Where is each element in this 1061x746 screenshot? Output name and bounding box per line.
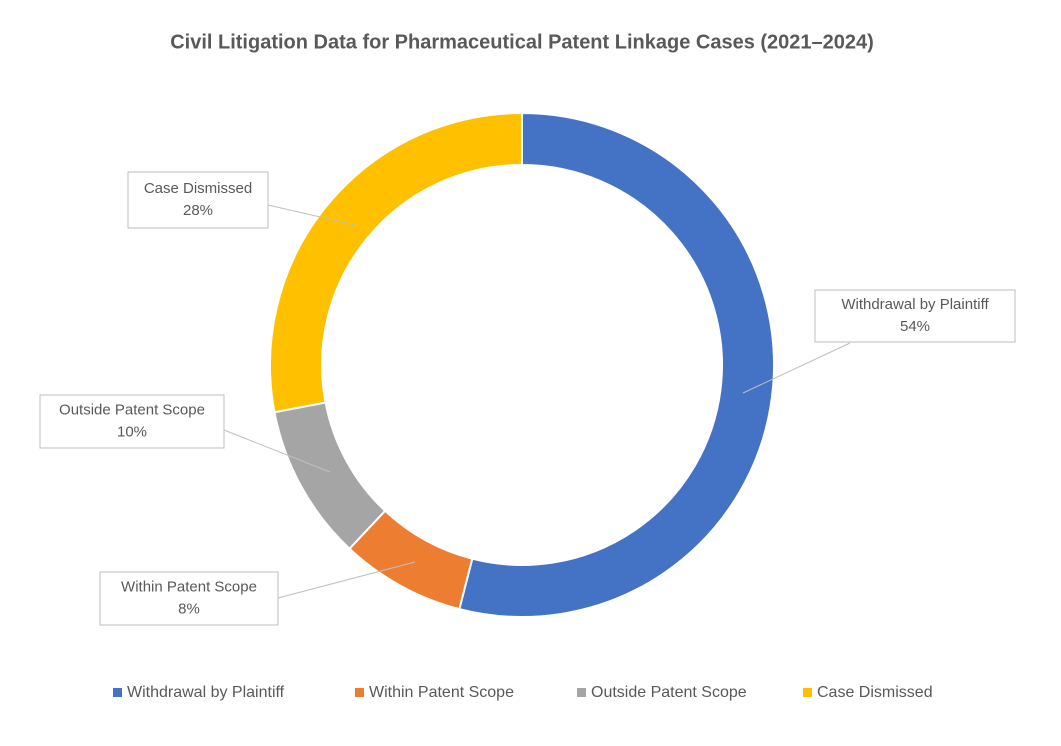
- label-value: 54%: [900, 318, 930, 335]
- donut-segment: [274, 402, 385, 548]
- legend-label: Within Patent Scope: [369, 684, 514, 701]
- legend-label: Outside Patent Scope: [591, 684, 747, 701]
- label-category: Outside Patent Scope: [59, 401, 205, 418]
- label-value: 10%: [117, 423, 147, 440]
- legend-marker: [355, 688, 364, 697]
- legend-label: Case Dismissed: [817, 684, 933, 701]
- chart-title: Civil Litigation Data for Pharmaceutical…: [170, 31, 874, 53]
- label-category: Case Dismissed: [144, 180, 252, 197]
- legend-label: Withdrawal by Plaintiff: [127, 684, 285, 701]
- donut-segment: [459, 113, 774, 617]
- legend-marker: [113, 688, 122, 697]
- legend-marker: [577, 688, 586, 697]
- label-category: Withdrawal by Plaintiff: [841, 296, 989, 313]
- donut-segment: [270, 113, 522, 412]
- label-category: Within Patent Scope: [121, 578, 257, 595]
- label-value: 8%: [178, 600, 200, 617]
- legend-marker: [803, 688, 812, 697]
- label-value: 28%: [183, 202, 213, 219]
